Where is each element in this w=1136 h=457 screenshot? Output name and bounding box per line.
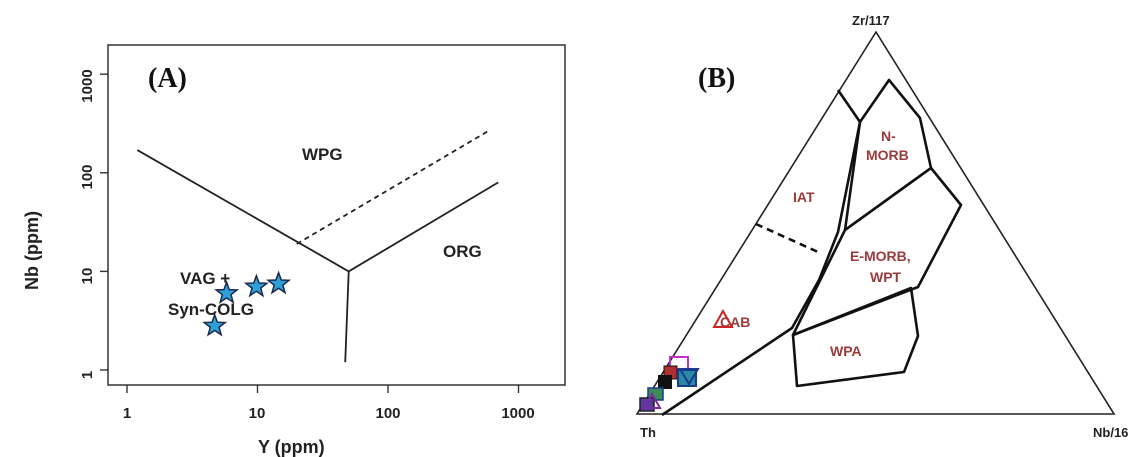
field-label-nmorb-1: N-: [881, 128, 896, 144]
field-boundaries-a: [136, 129, 499, 363]
triangle-marker: [642, 391, 662, 409]
x-tick-label: 1: [123, 405, 131, 422]
field-boundary-iat-cab: [661, 89, 862, 417]
y-tick-label: 1: [79, 371, 96, 379]
chart-a: (A) WPG ORG VAG + Syn-COLG Y (ppm) Nb (p…: [22, 44, 566, 457]
plot-frame-a: [107, 44, 566, 386]
panel-label-b: (B): [698, 63, 735, 94]
ternary-fields: [661, 78, 963, 417]
y-tick-label: 10: [79, 268, 96, 285]
field-boundary-line: [344, 271, 350, 363]
x-tick-label: 100: [375, 405, 400, 422]
field-label-emorb: E-MORB,: [850, 248, 911, 264]
triangle-marker: [712, 308, 734, 328]
field-label-nmorb-2: MORB: [866, 147, 909, 163]
data-point-star: [214, 280, 240, 304]
field-label-org: ORG: [443, 242, 482, 261]
y-axis-label-a: Nb (ppm): [22, 211, 42, 290]
field-label-syncolg: Syn-COLG: [168, 300, 254, 319]
dashed-boundary-line: [296, 129, 491, 245]
y-tick-label: 1000: [79, 69, 96, 102]
data-point-star: [202, 312, 228, 337]
apex-label-left: Th: [640, 425, 656, 440]
square-marker: [658, 375, 672, 389]
field-label-wpt: WPT: [870, 269, 902, 285]
sample-markers-b: [639, 308, 734, 412]
data-point-star: [266, 270, 292, 295]
field-label-iat: IAT: [793, 189, 815, 205]
field-wpa: [791, 286, 920, 388]
apex-label-top: Zr/117: [852, 13, 890, 28]
field-label-wpg: WPG: [302, 145, 343, 164]
data-point-star: [243, 273, 269, 298]
apex-label-right: Nb/16: [1093, 425, 1128, 440]
panel-label-a: (A): [148, 63, 187, 94]
triangle-marker: [678, 368, 700, 386]
dashed-boundary-iat: [755, 222, 819, 254]
chart-b: (B) Zr/117 Th Nb/16 N- MORB IAT E-MORB, …: [635, 13, 1128, 440]
x-axis-label-a: Y (ppm): [258, 437, 325, 457]
field-label-wpa: WPA: [830, 343, 862, 359]
axis-ticks-a: [100, 73, 520, 393]
x-tick-label: 10: [249, 405, 266, 422]
data-points-a: [202, 270, 292, 337]
field-label-vag: VAG +: [180, 269, 230, 288]
y-tick-label: 100: [79, 164, 96, 189]
x-tick-label: 1000: [501, 405, 534, 422]
